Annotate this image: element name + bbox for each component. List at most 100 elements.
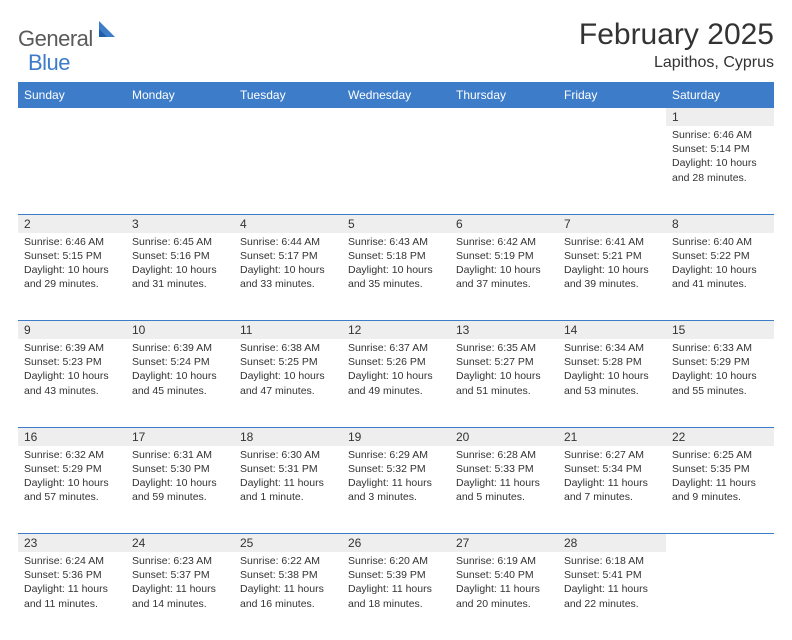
calendar-cell bbox=[342, 126, 450, 214]
calendar-cell: Sunrise: 6:22 AMSunset: 5:38 PMDaylight:… bbox=[234, 552, 342, 640]
daylight-line: Daylight: 10 hours and 33 minutes. bbox=[240, 263, 336, 291]
calendar-cell: Sunrise: 6:39 AMSunset: 5:23 PMDaylight:… bbox=[18, 339, 126, 427]
cell-body: Sunrise: 6:46 AMSunset: 5:15 PMDaylight:… bbox=[18, 233, 126, 296]
sunset-line: Sunset: 5:21 PM bbox=[564, 249, 660, 263]
daylight-line: Daylight: 10 hours and 28 minutes. bbox=[672, 156, 768, 184]
daylight-line: Daylight: 10 hours and 57 minutes. bbox=[24, 476, 120, 504]
calendar-cell: Sunrise: 6:25 AMSunset: 5:35 PMDaylight:… bbox=[666, 446, 774, 534]
sunset-line: Sunset: 5:15 PM bbox=[24, 249, 120, 263]
day-number: 15 bbox=[666, 321, 774, 339]
calendar-cell: Sunrise: 6:27 AMSunset: 5:34 PMDaylight:… bbox=[558, 446, 666, 534]
cell-body: Sunrise: 6:30 AMSunset: 5:31 PMDaylight:… bbox=[234, 446, 342, 509]
page-title: February 2025 bbox=[579, 18, 774, 52]
calendar-cell: Sunrise: 6:18 AMSunset: 5:41 PMDaylight:… bbox=[558, 552, 666, 640]
sunset-line: Sunset: 5:26 PM bbox=[348, 355, 444, 369]
day-header: Monday bbox=[126, 82, 234, 108]
sunset-line: Sunset: 5:30 PM bbox=[132, 462, 228, 476]
sunset-line: Sunset: 5:32 PM bbox=[348, 462, 444, 476]
cell-body: Sunrise: 6:40 AMSunset: 5:22 PMDaylight:… bbox=[666, 233, 774, 296]
brand-sail-icon bbox=[97, 19, 121, 44]
sunrise-line: Sunrise: 6:39 AM bbox=[24, 341, 120, 355]
sunset-line: Sunset: 5:22 PM bbox=[672, 249, 768, 263]
day-number: 24 bbox=[126, 534, 234, 552]
daylight-line: Daylight: 10 hours and 31 minutes. bbox=[132, 263, 228, 291]
page-header: General February 2025 Lapithos, Cyprus bbox=[18, 18, 774, 72]
brand-logo: General bbox=[18, 18, 123, 52]
cell-body: Sunrise: 6:44 AMSunset: 5:17 PMDaylight:… bbox=[234, 233, 342, 296]
location-label: Lapithos, Cyprus bbox=[579, 54, 774, 72]
cell-body: Sunrise: 6:45 AMSunset: 5:16 PMDaylight:… bbox=[126, 233, 234, 296]
brand-blue-wrap: Blue bbox=[28, 50, 70, 76]
day-number: 8 bbox=[666, 215, 774, 233]
sunrise-line: Sunrise: 6:20 AM bbox=[348, 554, 444, 568]
day-number bbox=[342, 108, 450, 126]
title-block: February 2025 Lapithos, Cyprus bbox=[579, 18, 774, 72]
calendar-cell: Sunrise: 6:35 AMSunset: 5:27 PMDaylight:… bbox=[450, 339, 558, 427]
day-number bbox=[126, 108, 234, 126]
day-number-row: 9101112131415 bbox=[18, 321, 774, 340]
sunrise-line: Sunrise: 6:45 AM bbox=[132, 235, 228, 249]
day-number: 17 bbox=[126, 428, 234, 446]
day-header: Wednesday bbox=[342, 82, 450, 108]
sunset-line: Sunset: 5:31 PM bbox=[240, 462, 336, 476]
sunset-line: Sunset: 5:27 PM bbox=[456, 355, 552, 369]
calendar-cell: Sunrise: 6:32 AMSunset: 5:29 PMDaylight:… bbox=[18, 446, 126, 534]
day-number: 19 bbox=[342, 428, 450, 446]
sunrise-line: Sunrise: 6:42 AM bbox=[456, 235, 552, 249]
calendar-cell bbox=[666, 552, 774, 640]
cell-body: Sunrise: 6:28 AMSunset: 5:33 PMDaylight:… bbox=[450, 446, 558, 509]
cell-body: Sunrise: 6:39 AMSunset: 5:23 PMDaylight:… bbox=[18, 339, 126, 402]
cell-body: Sunrise: 6:31 AMSunset: 5:30 PMDaylight:… bbox=[126, 446, 234, 509]
day-header: Thursday bbox=[450, 82, 558, 108]
sunrise-line: Sunrise: 6:44 AM bbox=[240, 235, 336, 249]
calendar-cell: Sunrise: 6:30 AMSunset: 5:31 PMDaylight:… bbox=[234, 446, 342, 534]
day-number bbox=[18, 108, 126, 126]
daylight-line: Daylight: 11 hours and 22 minutes. bbox=[564, 582, 660, 610]
sunset-line: Sunset: 5:29 PM bbox=[24, 462, 120, 476]
sunset-line: Sunset: 5:17 PM bbox=[240, 249, 336, 263]
calendar-head: SundayMondayTuesdayWednesdayThursdayFrid… bbox=[18, 82, 774, 108]
daylight-line: Daylight: 10 hours and 55 minutes. bbox=[672, 369, 768, 397]
cell-body: Sunrise: 6:22 AMSunset: 5:38 PMDaylight:… bbox=[234, 552, 342, 615]
sunset-line: Sunset: 5:25 PM bbox=[240, 355, 336, 369]
cell-body: Sunrise: 6:19 AMSunset: 5:40 PMDaylight:… bbox=[450, 552, 558, 615]
calendar-cell: Sunrise: 6:24 AMSunset: 5:36 PMDaylight:… bbox=[18, 552, 126, 640]
sunrise-line: Sunrise: 6:35 AM bbox=[456, 341, 552, 355]
cell-body: Sunrise: 6:43 AMSunset: 5:18 PMDaylight:… bbox=[342, 233, 450, 296]
sunset-line: Sunset: 5:29 PM bbox=[672, 355, 768, 369]
calendar-cell: Sunrise: 6:45 AMSunset: 5:16 PMDaylight:… bbox=[126, 233, 234, 321]
sunset-line: Sunset: 5:28 PM bbox=[564, 355, 660, 369]
day-number: 26 bbox=[342, 534, 450, 552]
calendar-cell: Sunrise: 6:39 AMSunset: 5:24 PMDaylight:… bbox=[126, 339, 234, 427]
day-number: 14 bbox=[558, 321, 666, 339]
sunrise-line: Sunrise: 6:38 AM bbox=[240, 341, 336, 355]
calendar-cell: Sunrise: 6:23 AMSunset: 5:37 PMDaylight:… bbox=[126, 552, 234, 640]
sunrise-line: Sunrise: 6:31 AM bbox=[132, 448, 228, 462]
sunrise-line: Sunrise: 6:28 AM bbox=[456, 448, 552, 462]
day-number: 10 bbox=[126, 321, 234, 339]
day-header: Saturday bbox=[666, 82, 774, 108]
calendar-body: 1Sunrise: 6:46 AMSunset: 5:14 PMDaylight… bbox=[18, 108, 774, 640]
daylight-line: Daylight: 10 hours and 49 minutes. bbox=[348, 369, 444, 397]
calendar-cell: Sunrise: 6:40 AMSunset: 5:22 PMDaylight:… bbox=[666, 233, 774, 321]
daylight-line: Daylight: 10 hours and 39 minutes. bbox=[564, 263, 660, 291]
daylight-line: Daylight: 10 hours and 41 minutes. bbox=[672, 263, 768, 291]
day-header: Sunday bbox=[18, 82, 126, 108]
daylight-line: Daylight: 11 hours and 14 minutes. bbox=[132, 582, 228, 610]
calendar-cell bbox=[126, 126, 234, 214]
sunset-line: Sunset: 5:18 PM bbox=[348, 249, 444, 263]
cell-body: Sunrise: 6:29 AMSunset: 5:32 PMDaylight:… bbox=[342, 446, 450, 509]
day-number: 27 bbox=[450, 534, 558, 552]
day-header: Friday bbox=[558, 82, 666, 108]
daylight-line: Daylight: 11 hours and 20 minutes. bbox=[456, 582, 552, 610]
cell-body: Sunrise: 6:24 AMSunset: 5:36 PMDaylight:… bbox=[18, 552, 126, 615]
calendar-cell bbox=[450, 126, 558, 214]
sunrise-line: Sunrise: 6:37 AM bbox=[348, 341, 444, 355]
day-number: 16 bbox=[18, 428, 126, 446]
cell-body: Sunrise: 6:32 AMSunset: 5:29 PMDaylight:… bbox=[18, 446, 126, 509]
calendar-week-row: Sunrise: 6:32 AMSunset: 5:29 PMDaylight:… bbox=[18, 446, 774, 534]
sunrise-line: Sunrise: 6:24 AM bbox=[24, 554, 120, 568]
calendar-cell: Sunrise: 6:34 AMSunset: 5:28 PMDaylight:… bbox=[558, 339, 666, 427]
calendar-week-row: Sunrise: 6:24 AMSunset: 5:36 PMDaylight:… bbox=[18, 552, 774, 640]
daylight-line: Daylight: 11 hours and 11 minutes. bbox=[24, 582, 120, 610]
